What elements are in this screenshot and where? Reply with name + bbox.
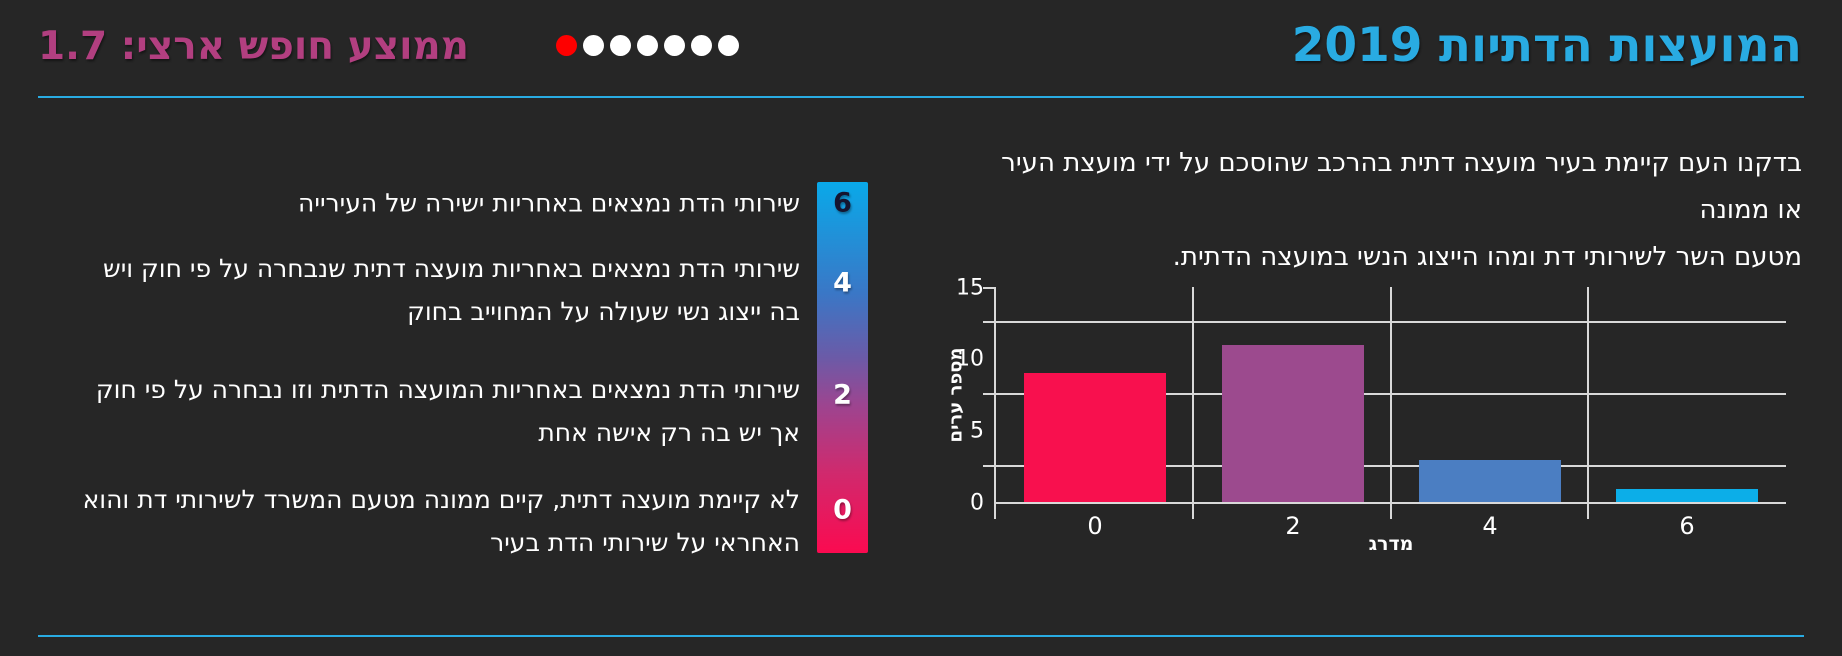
y-tick-mark (983, 321, 995, 323)
legend-text-4-line-1: שירותי הדת נמצאים באחריות מועצה דתית שנב… (103, 254, 800, 283)
x-tick-label: 0 (1087, 512, 1103, 540)
slide-dots (556, 35, 739, 56)
legend-text-6: שירותי הדת נמצאים באחריות ישירה של העירי… (76, 182, 800, 225)
bar-rank-4 (1419, 459, 1561, 503)
y-tick-label: 10 (956, 346, 984, 372)
bottom-divider (38, 635, 1804, 637)
y-tick-mark (983, 465, 995, 467)
y-tick-mark (983, 287, 995, 289)
x-axis-title: מדרג (1368, 533, 1414, 555)
legend-level-6: 6 (833, 187, 852, 219)
legend-gradient-bar: 6 4 2 0 (817, 182, 868, 553)
top-divider (38, 96, 1804, 98)
bar-rank-0 (1024, 373, 1166, 503)
y-axis-title: מספר ערים (945, 347, 967, 443)
legend-text-6-line-1: שירותי הדת נמצאים באחריות ישירה של העירי… (298, 188, 800, 218)
y-tick-mark (983, 393, 995, 395)
legend-text-0: לא קיימת מועצה דתית, קיים ממונה מטעם המש… (76, 478, 800, 564)
intro-line-2: מטעם השר לשירותי דת ומהו הייצוג הנשי במו… (1172, 242, 1802, 272)
legend-level-2: 2 (833, 379, 852, 411)
legend-text-4-line-2: בה ייצוג נשי שעולה על המחוייב בחוק (407, 297, 800, 326)
x-axis-line (996, 502, 1786, 504)
legend-text-0-line-1: לא קיימת מועצה דתית, קיים ממונה מטעם המש… (82, 485, 800, 514)
slide-dot[interactable] (637, 35, 658, 56)
legend-level-0: 0 (833, 494, 852, 526)
slide-dot[interactable] (718, 35, 739, 56)
gridline-x-2 (1390, 287, 1392, 519)
legend-level-4: 4 (833, 267, 852, 299)
intro-line-1: בדקנו העם קיימת בעיר מועצה דתית בהרכב שה… (1001, 148, 1802, 225)
y-tick-label: 5 (970, 418, 984, 444)
x-tick-label: 6 (1679, 512, 1695, 540)
slide-dot[interactable] (664, 35, 685, 56)
page-title: המועצות הדתיות 2019 (1291, 18, 1802, 73)
y-tick-label: 15 (956, 275, 984, 301)
slide-dot[interactable] (583, 35, 604, 56)
y-tick-label: 0 (970, 490, 984, 516)
slide-dot[interactable] (610, 35, 631, 56)
slide-dot-active[interactable] (556, 35, 577, 56)
x-tick-label: 2 (1285, 512, 1301, 540)
legend-text-2-line-1: שירותי הדת נמצאים באחריות המועצה הדתית ו… (95, 375, 800, 404)
national-average-label: ממוצע חופש ארצי: 1.7 (38, 24, 469, 69)
y-axis-line (994, 287, 996, 519)
legend-text-2-line-2: אך יש בה רק אישה אחת (538, 418, 800, 447)
slide-dot[interactable] (691, 35, 712, 56)
x-tick-label: 4 (1482, 512, 1498, 540)
gridline-x-3 (1587, 287, 1589, 519)
bar-rank-6 (1616, 488, 1758, 503)
intro-paragraph: בדקנו העם קיימת בעיר מועצה דתית בהרכב שה… (992, 140, 1802, 281)
gridline-x-1 (1192, 287, 1194, 519)
legend-text-0-line-2: האחראי על שירותי הדת בעיר (490, 528, 800, 557)
legend-text-4: שירותי הדת נמצאים באחריות מועצה דתית שנב… (76, 247, 800, 333)
bar-rank-2 (1222, 344, 1364, 503)
legend-text-2: שירותי הדת נמצאים באחריות המועצה הדתית ו… (76, 368, 800, 454)
bar-chart: 15 10 5 0 0 2 4 6 מספר ערים מדרג (946, 276, 1786, 555)
